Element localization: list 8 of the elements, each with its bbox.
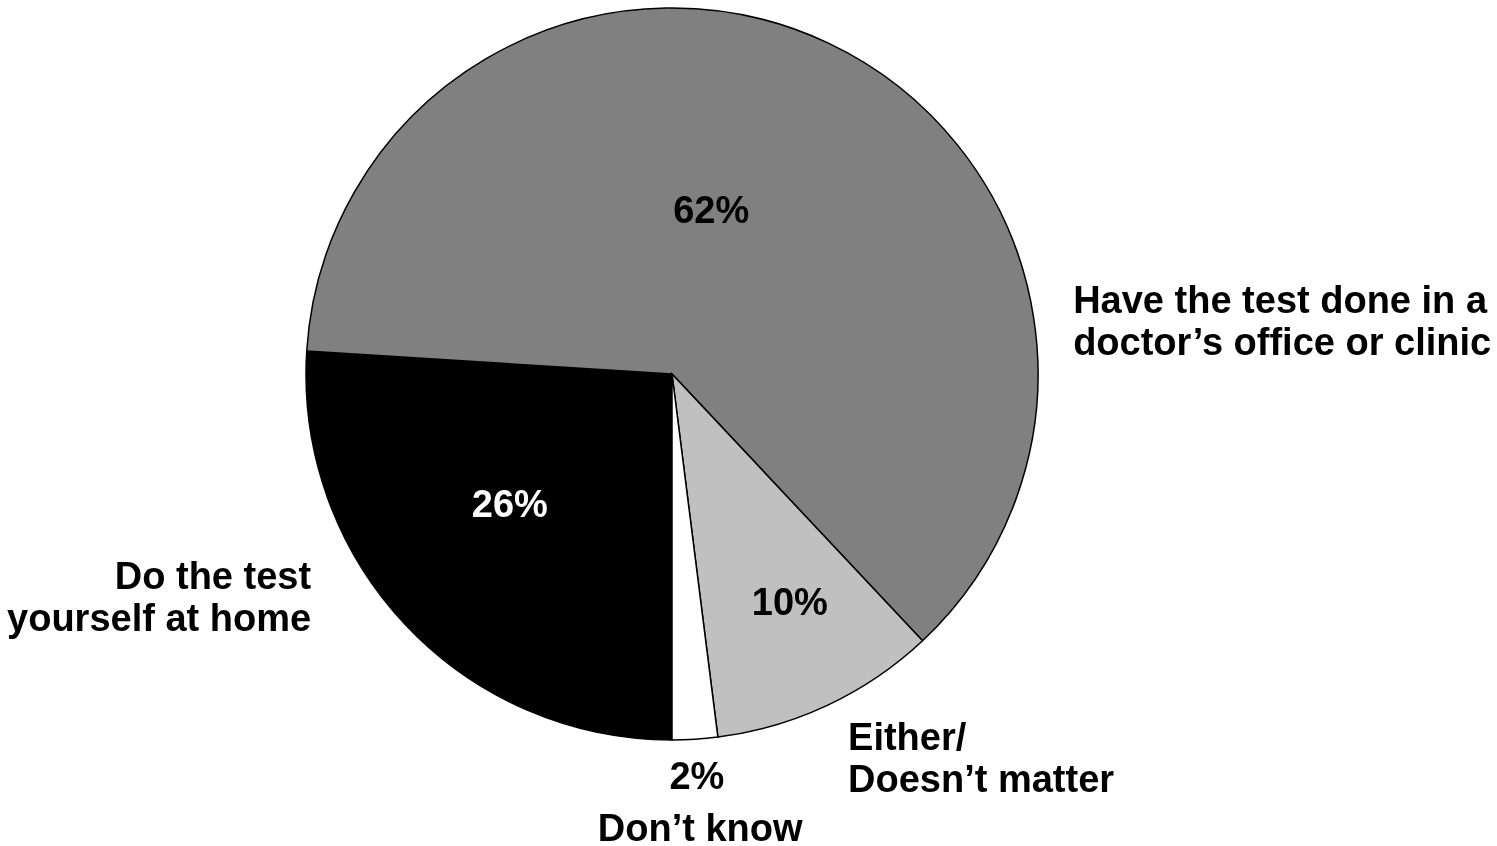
data-label: 26%: [471, 483, 548, 526]
slice-label: Have the test done in a doctor’s office or clinic: [1073, 278, 1492, 363]
slice-label: Don’t know: [597, 806, 803, 846]
slice-label: Do the test yourself at home: [7, 555, 312, 640]
data-label: 2%: [669, 754, 725, 797]
data-label: 62%: [673, 189, 750, 232]
slice-label: Either/ Doesn’t matter: [848, 716, 1115, 801]
data-label: 10%: [751, 581, 828, 624]
